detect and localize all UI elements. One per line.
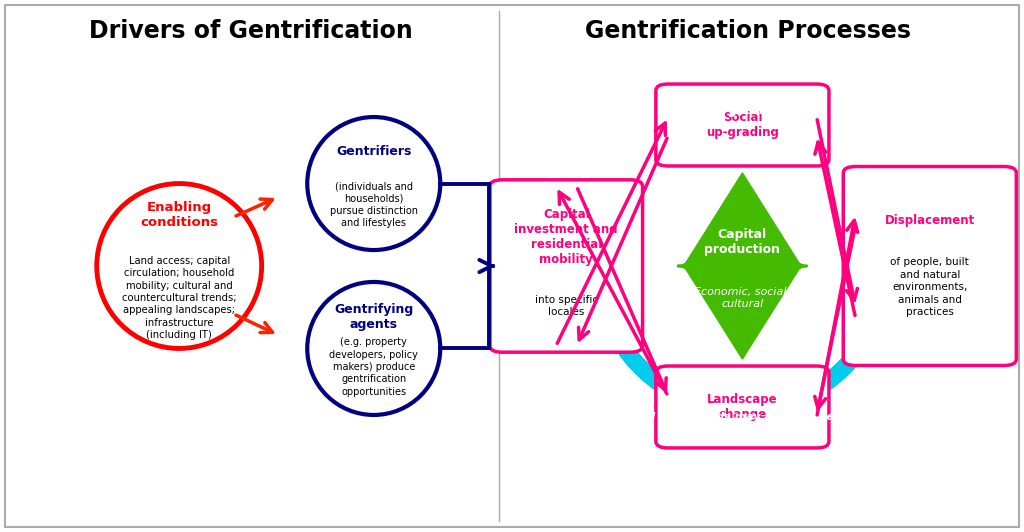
Text: Cycles of gentrification: Cycles of gentrification <box>666 104 819 117</box>
FancyBboxPatch shape <box>5 5 1019 527</box>
Text: (e.g. property
developers, policy
makers) produce
gentrification
opportunities: (e.g. property developers, policy makers… <box>330 337 418 397</box>
Polygon shape <box>684 173 801 359</box>
Text: Land access; capital
circulation; household
mobility; cultural and
countercultur: Land access; capital circulation; househ… <box>122 256 237 340</box>
Text: Gentrifying
agents: Gentrifying agents <box>334 303 414 330</box>
Text: Capital
investment and
residential
mobility: Capital investment and residential mobil… <box>514 207 618 266</box>
FancyBboxPatch shape <box>490 180 643 352</box>
Text: Capital
production: Capital production <box>705 228 780 256</box>
Text: (individuals and
households)
pursue distinction
and lifestyles: (individuals and households) pursue dist… <box>330 181 418 228</box>
Text: Enabling
conditions: Enabling conditions <box>140 202 218 229</box>
Text: Gentrification Processes: Gentrification Processes <box>585 19 910 43</box>
FancyBboxPatch shape <box>655 84 828 166</box>
Text: Displaced households may gentrify new locales: Displaced households may gentrify new lo… <box>594 412 891 422</box>
Text: into specific
locales: into specific locales <box>535 295 598 317</box>
Text: Displacement: Displacement <box>885 214 975 227</box>
Text: of people, built
and natural
environments,
animals and
practices: of people, built and natural environment… <box>891 257 969 317</box>
Text: Economic, social,
cultural: Economic, social, cultural <box>694 287 791 309</box>
Text: Gentrifiers: Gentrifiers <box>336 145 412 158</box>
FancyBboxPatch shape <box>655 366 828 448</box>
FancyBboxPatch shape <box>844 167 1016 365</box>
Text: Landscape
change: Landscape change <box>708 393 777 421</box>
Text: Drivers of Gentrification: Drivers of Gentrification <box>89 19 413 43</box>
Text: Social
up-grading: Social up-grading <box>706 111 779 139</box>
